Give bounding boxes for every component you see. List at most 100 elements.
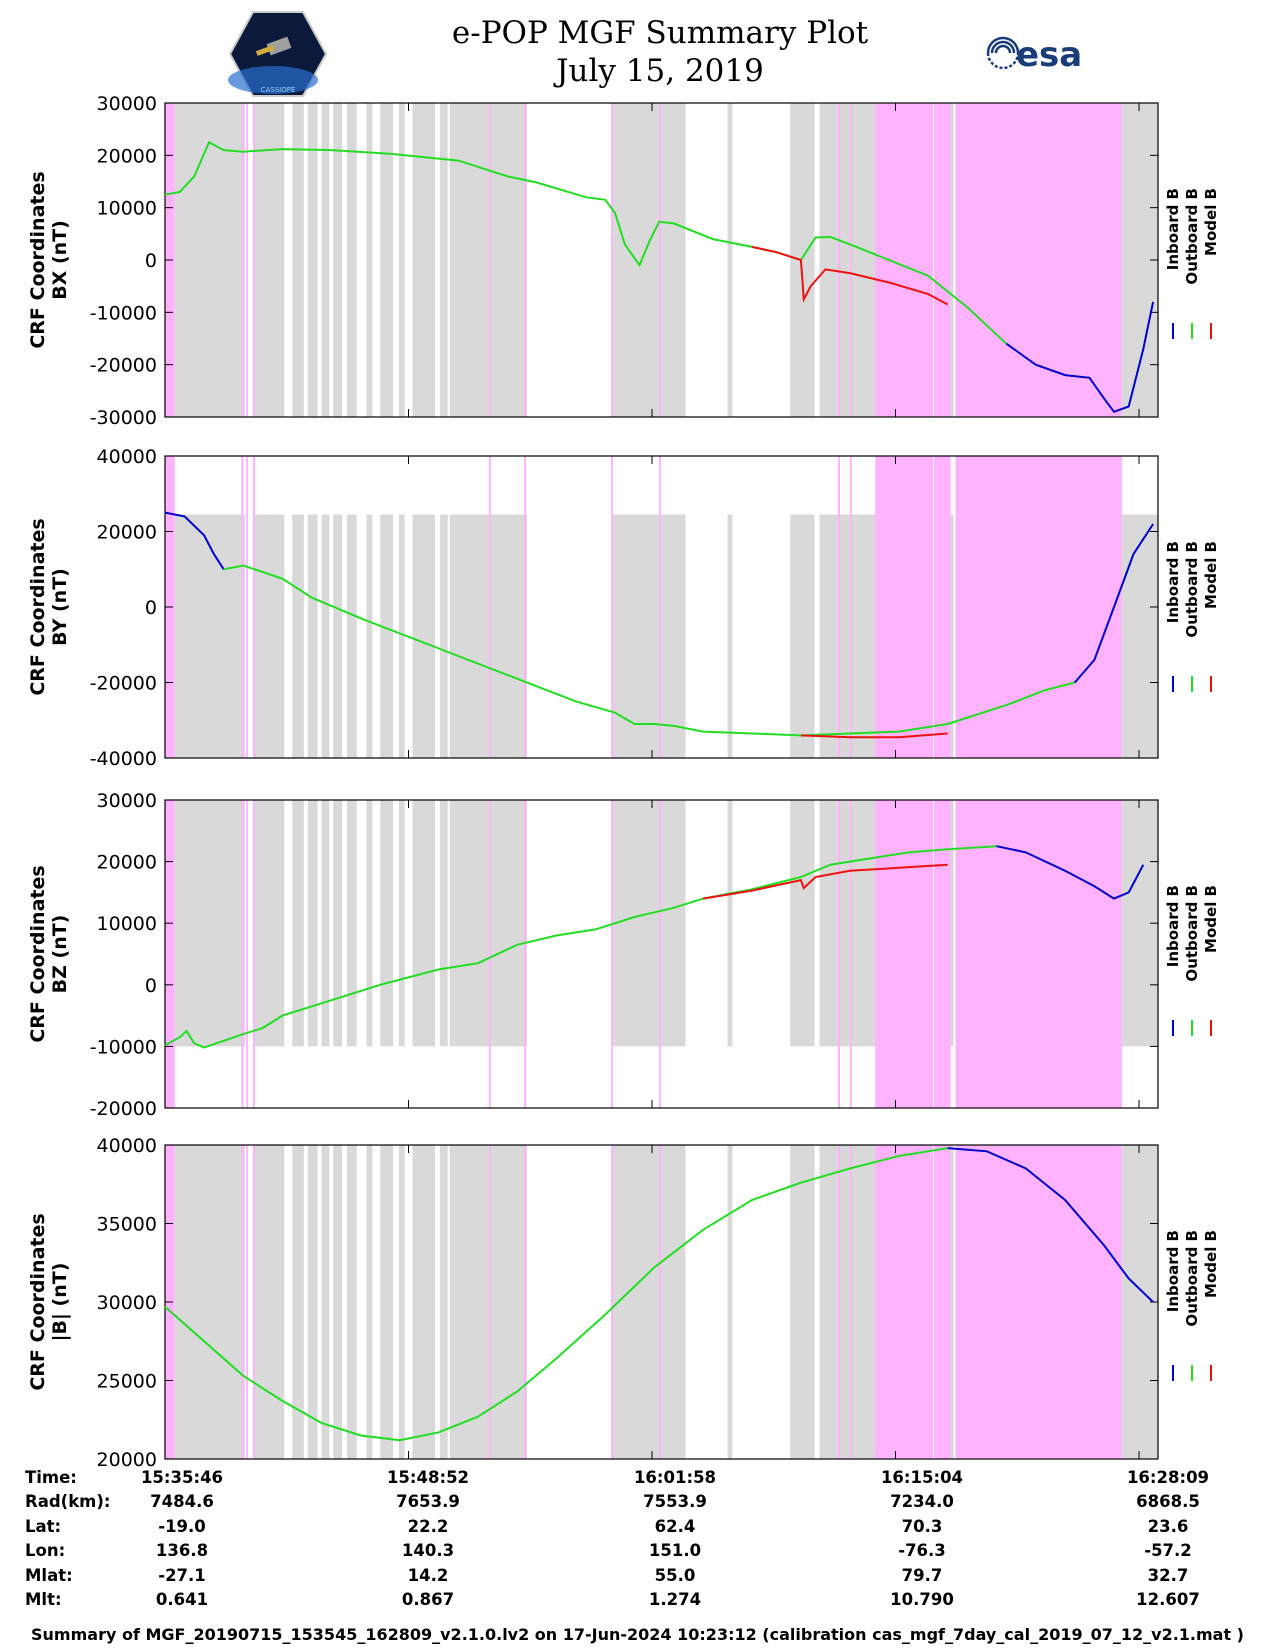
- pink-band: [524, 456, 527, 758]
- pink-band: [488, 1145, 491, 1459]
- gray-band: [398, 1145, 405, 1459]
- ephem-label: Lon:: [25, 1541, 66, 1561]
- gray-band: [449, 800, 527, 1047]
- gray-band: [333, 514, 343, 758]
- y-axis-label: CRF Coordinates: [27, 865, 49, 1042]
- y-tick-label: -10000: [90, 302, 157, 324]
- panel-frame: [164, 799, 1159, 1109]
- gray-band: [346, 514, 357, 758]
- pink-band: [611, 103, 614, 417]
- ephem-value: -57.2: [1144, 1541, 1192, 1561]
- pink-band: [246, 800, 249, 1108]
- pink-band: [955, 456, 1122, 758]
- pink-band: [241, 456, 244, 758]
- ephem-value: 0.641: [155, 1589, 209, 1609]
- y-tick-label: 10000: [97, 198, 157, 220]
- gray-band: [412, 1145, 436, 1459]
- pink-band: [659, 800, 662, 1108]
- y-tick-label: 0: [145, 975, 157, 997]
- y-tick-label: 35000: [97, 1214, 157, 1236]
- ephem-value: 15:35:46: [140, 1468, 224, 1487]
- gray-band: [790, 800, 815, 1047]
- legend-label-model: Model B: [1202, 541, 1220, 609]
- pink-band: [246, 1145, 249, 1459]
- cassiope-logo-text: CASSIOPE: [261, 86, 296, 94]
- pink-band: [524, 800, 527, 1108]
- ephem-label: Time:: [25, 1468, 77, 1487]
- pink-band: [955, 800, 1122, 1108]
- gray-band: [366, 514, 373, 758]
- gray-band: [333, 800, 343, 1047]
- pink-band: [241, 1145, 244, 1459]
- pink-band: [611, 456, 614, 758]
- gray-band: [380, 514, 393, 758]
- ephem-value: 136.8: [155, 1541, 209, 1561]
- pink-band: [659, 456, 662, 758]
- gray-band: [790, 1145, 815, 1459]
- gray-band: [449, 514, 527, 758]
- pink-band: [933, 800, 951, 1108]
- series-line-inboard-b: [1005, 301, 1155, 413]
- legend-label-inboard: Inboard B: [1164, 885, 1182, 967]
- pink-band: [611, 800, 614, 1108]
- page-date: July 15, 2019: [556, 53, 764, 89]
- y-axis-label: BX (nT): [49, 220, 71, 300]
- gray-band: [727, 800, 733, 1047]
- ephem-value: 0.867: [401, 1589, 455, 1609]
- ephem-value: -27.1: [158, 1565, 206, 1585]
- ephem-value: 16:28:09: [1126, 1468, 1210, 1487]
- gray-band: [321, 103, 330, 417]
- y-tick-label: 30000: [97, 93, 157, 115]
- panel-4: 40000 35000 30000 25000 20000 CRF Coordinates…: [27, 1135, 1220, 1471]
- ephem-value: 1.274: [648, 1589, 702, 1609]
- pink-band: [875, 456, 933, 758]
- ephem-value: 15:48:52: [386, 1468, 470, 1487]
- legend-label-outboard: Outboard B: [1183, 885, 1201, 982]
- series-line-outboard-b: [164, 1147, 948, 1442]
- ephem-value: 16:15:04: [880, 1468, 964, 1487]
- footer-caption: Summary of MGF_20190715_153545_162809_v2…: [31, 1625, 1244, 1644]
- series-line-model-b: [751, 245, 949, 306]
- pink-band: [933, 456, 951, 758]
- gray-band: [346, 103, 357, 417]
- y-tick-label: 10000: [97, 913, 157, 935]
- y-tick-label: -20000: [90, 355, 157, 377]
- pink-band: [875, 103, 933, 417]
- ephem-value: 70.3: [901, 1516, 943, 1536]
- pink-band: [849, 800, 852, 1108]
- ephem-value: 55.0: [654, 1565, 696, 1585]
- ephem-value: 151.0: [648, 1541, 702, 1561]
- ephem-value: 22.2: [407, 1516, 449, 1536]
- gray-band: [398, 514, 405, 758]
- pink-band: [875, 1145, 933, 1459]
- gray-band: [366, 103, 373, 417]
- pink-band: [838, 800, 841, 1108]
- gray-band: [366, 800, 373, 1047]
- legend-label-inboard: Inboard B: [1164, 1230, 1182, 1312]
- gray-band: [380, 1145, 393, 1459]
- gray-band: [307, 514, 318, 758]
- panel-2: 40000 20000 0 -20000 -40000 CRF Coordinates BY…: [27, 446, 1220, 770]
- pink-band: [241, 103, 244, 417]
- y-tick-label: 30000: [97, 790, 157, 812]
- pink-band: [524, 1145, 527, 1459]
- y-tick-label: 40000: [97, 446, 157, 468]
- pink-band: [241, 800, 244, 1108]
- gray-band: [439, 103, 448, 417]
- gray-band: [174, 103, 246, 417]
- gray-band: [412, 800, 436, 1047]
- legend-label-model: Model B: [1202, 1230, 1220, 1298]
- ephem-value: 62.4: [654, 1516, 696, 1536]
- y-tick-label: -10000: [90, 1036, 157, 1058]
- panel-3: 30000 20000 10000 0 -10000 -20000 CRF Coordina…: [27, 790, 1220, 1120]
- gray-band: [398, 103, 405, 417]
- legend-label-model: Model B: [1202, 885, 1220, 953]
- y-tick-label: 20000: [97, 145, 157, 167]
- series-line-inboard-b: [996, 845, 1145, 900]
- gray-band: [174, 514, 246, 758]
- y-tick-label: -30000: [90, 407, 157, 429]
- gray-band: [346, 1145, 357, 1459]
- pink-band: [611, 1145, 614, 1459]
- pink-band: [524, 103, 527, 417]
- ephem-value: 10.790: [890, 1589, 954, 1609]
